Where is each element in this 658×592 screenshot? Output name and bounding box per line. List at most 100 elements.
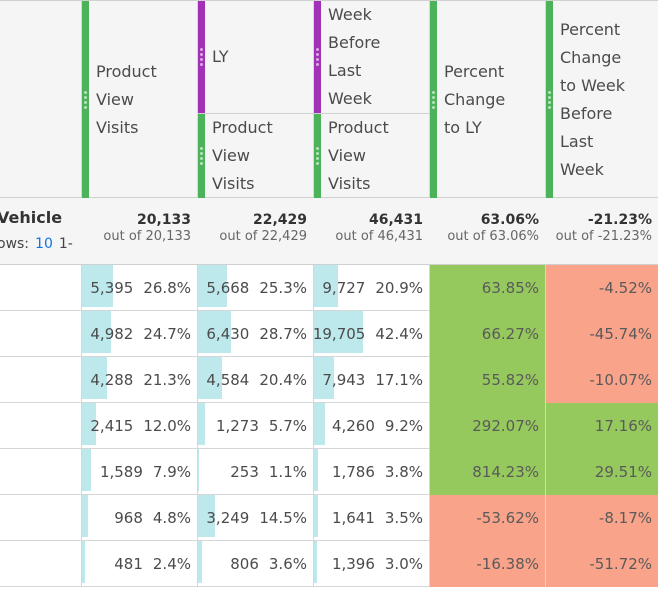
drag-handle-icon[interactable]: [316, 147, 319, 165]
cell-percent: 24.7%: [143, 325, 191, 343]
drag-handle-icon[interactable]: [84, 90, 87, 109]
cell-value: 1,589: [99, 463, 143, 481]
cell-percent: 20.4%: [259, 371, 307, 389]
drag-handle-icon[interactable]: [548, 90, 551, 109]
dimension-cell[interactable]: [0, 541, 81, 587]
cell-value: 2,415: [90, 417, 134, 435]
page-range: 1-: [58, 236, 73, 252]
metric-cell[interactable]: 6,430 28.7%: [197, 311, 313, 357]
percent-change-cell[interactable]: 17.16%: [545, 403, 658, 449]
metric-color-bar: [546, 1, 553, 198]
metric-color-bar: [82, 1, 89, 198]
dimension-cell[interactable]: [0, 311, 81, 357]
metric-cell[interactable]: 1,396 3.0%: [313, 541, 429, 587]
column-header-ly-product-view-visits[interactable]: Product View Visits: [197, 114, 313, 198]
total-out-of: out of 46,431: [335, 229, 423, 244]
dimension-cell[interactable]: [0, 403, 81, 449]
metric-cell[interactable]: 19,705 42.4%: [313, 311, 429, 357]
percent-change-cell[interactable]: -4.52%: [545, 265, 658, 311]
cell-value: 1,273: [215, 417, 259, 435]
metric-cell[interactable]: 9,727 20.9%: [313, 265, 429, 311]
metric-cell[interactable]: 4,288 21.3%: [81, 357, 197, 403]
metric-cell[interactable]: 481 2.4%: [81, 541, 197, 587]
total-out-of: out of 20,133: [103, 229, 191, 244]
metric-cell[interactable]: 806 3.6%: [197, 541, 313, 587]
column-header-percent-change-wblw[interactable]: Percent Change to Week Before Last Week: [545, 1, 658, 198]
column-header-wblw-product-view-visits[interactable]: Product View Visits: [313, 114, 429, 198]
metric-cell[interactable]: 1,786 3.8%: [313, 449, 429, 495]
metric-cell[interactable]: 5,668 25.3%: [197, 265, 313, 311]
metric-cell[interactable]: 4,584 20.4%: [197, 357, 313, 403]
cell-percent: 21.3%: [143, 371, 191, 389]
percent-change-cell[interactable]: -16.38%: [429, 541, 545, 587]
metric-cell[interactable]: 253 1.1%: [197, 449, 313, 495]
dimension-cell[interactable]: [0, 265, 81, 311]
drag-handle-icon[interactable]: [200, 147, 203, 165]
cell-value: 66.27%: [481, 325, 539, 343]
metric-cell[interactable]: 5,395 26.8%: [81, 265, 197, 311]
percent-change-cell[interactable]: 66.27%: [429, 311, 545, 357]
percent-bar: [198, 311, 232, 353]
percent-bar: [314, 403, 325, 445]
percent-change-cell[interactable]: 63.85%: [429, 265, 545, 311]
percent-change-cell[interactable]: -8.17%: [545, 495, 658, 541]
percent-bar: [198, 403, 205, 445]
cell-percent: 9.2%: [384, 417, 423, 435]
metric-cell[interactable]: 1,589 7.9%: [81, 449, 197, 495]
metric-cell[interactable]: 1,273 5.7%: [197, 403, 313, 449]
percent-change-cell[interactable]: 55.82%: [429, 357, 545, 403]
column-header-percent-change-ly[interactable]: Percent Change to LY: [429, 1, 545, 198]
table-row[interactable]: 4,288 21.3% 4,584 20.4% 7,943 17.1% 55.82% -10.…: [0, 357, 658, 403]
dimension-cell[interactable]: [0, 449, 81, 495]
dimension-title: Vehicle: [0, 208, 63, 227]
total-value: 22,429: [252, 212, 307, 228]
metric-cell[interactable]: 3,249 14.5%: [197, 495, 313, 541]
percent-change-cell[interactable]: -51.72%: [545, 541, 658, 587]
metric-cell[interactable]: 4,982 24.7%: [81, 311, 197, 357]
percent-bar: [198, 265, 228, 307]
totals-row: Vehicle ows: 10 1- 20,133 out of 20,133 22,4…: [0, 198, 658, 265]
table-row[interactable]: 5,395 26.8% 5,668 25.3% 9,727 20.9% 63.85% -4.5…: [0, 265, 658, 311]
cell-percent: 2.4%: [152, 555, 191, 573]
metric-cell[interactable]: 968 4.8%: [81, 495, 197, 541]
cell-percent: 42.4%: [375, 325, 423, 343]
percent-bar: [314, 311, 364, 353]
percent-bar: [314, 449, 319, 491]
drag-handle-icon[interactable]: [316, 48, 319, 66]
percent-change-cell[interactable]: -45.74%: [545, 311, 658, 357]
column-header-product-view-visits[interactable]: Product View Visits: [81, 1, 197, 198]
metric-cell[interactable]: 7,943 17.1%: [313, 357, 429, 403]
metric-cell[interactable]: 4,260 9.2%: [313, 403, 429, 449]
percent-change-cell[interactable]: 29.51%: [545, 449, 658, 495]
percent-change-cell[interactable]: 814.23%: [429, 449, 545, 495]
drag-handle-icon[interactable]: [432, 90, 435, 109]
table-row[interactable]: 2,415 12.0% 1,273 5.7% 4,260 9.2% 292.07% 17.16…: [0, 403, 658, 449]
column-header-ly[interactable]: LY: [197, 1, 313, 114]
cell-percent: 5.7%: [268, 417, 307, 435]
total-value: -21.23%: [587, 212, 652, 228]
drag-handle-icon[interactable]: [200, 48, 203, 66]
table-row[interactable]: 1,589 7.9% 253 1.1% 1,786 3.8% 814.23% 29.51%: [0, 449, 658, 495]
column-header-week-before-last-week[interactable]: Week Before Last Week: [313, 1, 429, 114]
total-value: 46,431: [368, 212, 423, 228]
metric-cell[interactable]: 2,415 12.0%: [81, 403, 197, 449]
cell-percent: 12.0%: [143, 417, 191, 435]
table-row[interactable]: 4,982 24.7% 6,430 28.7% 19,705 42.4% 66.27% -45…: [0, 311, 658, 357]
dimension-cell[interactable]: [0, 495, 81, 541]
percent-change-cell[interactable]: -10.07%: [545, 357, 658, 403]
total-value: 20,133: [136, 212, 191, 228]
dimension-cell[interactable]: [0, 357, 81, 403]
cell-value: 63.85%: [481, 279, 539, 297]
cell-value: -53.62%: [476, 509, 539, 527]
total-out-of: out of 22,429: [219, 229, 307, 244]
cell-percent: 14.5%: [259, 509, 307, 527]
percent-bar: [198, 495, 215, 537]
cell-value: -8.17%: [598, 509, 652, 527]
cell-value: -10.07%: [589, 371, 652, 389]
table-row[interactable]: 968 4.8% 3,249 14.5% 1,641 3.5% -53.62% -8.17%: [0, 495, 658, 541]
percent-change-cell[interactable]: 292.07%: [429, 403, 545, 449]
metric-cell[interactable]: 1,641 3.5%: [313, 495, 429, 541]
table-row[interactable]: 481 2.4% 806 3.6% 1,396 3.0% -16.38% -51.72%: [0, 541, 658, 587]
percent-change-cell[interactable]: -53.62%: [429, 495, 545, 541]
rows-select[interactable]: 10: [35, 236, 53, 252]
